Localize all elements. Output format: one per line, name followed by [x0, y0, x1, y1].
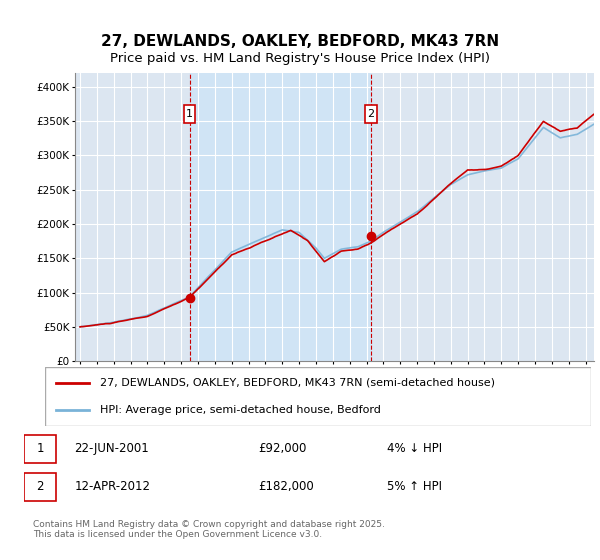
FancyBboxPatch shape — [24, 473, 56, 501]
Text: HPI: Average price, semi-detached house, Bedford: HPI: Average price, semi-detached house,… — [100, 405, 380, 415]
Text: 1: 1 — [186, 109, 193, 119]
Text: 12-APR-2012: 12-APR-2012 — [74, 480, 150, 493]
FancyBboxPatch shape — [45, 367, 591, 426]
Text: 4% ↓ HPI: 4% ↓ HPI — [387, 442, 442, 455]
Text: 5% ↑ HPI: 5% ↑ HPI — [387, 480, 442, 493]
Text: 2: 2 — [37, 480, 44, 493]
Text: Contains HM Land Registry data © Crown copyright and database right 2025.
This d: Contains HM Land Registry data © Crown c… — [33, 520, 385, 539]
Text: 22-JUN-2001: 22-JUN-2001 — [74, 442, 149, 455]
Text: 27, DEWLANDS, OAKLEY, BEDFORD, MK43 7RN (semi-detached house): 27, DEWLANDS, OAKLEY, BEDFORD, MK43 7RN … — [100, 377, 494, 388]
Text: £182,000: £182,000 — [259, 480, 314, 493]
FancyBboxPatch shape — [184, 105, 196, 123]
FancyBboxPatch shape — [24, 435, 56, 463]
Text: 27, DEWLANDS, OAKLEY, BEDFORD, MK43 7RN: 27, DEWLANDS, OAKLEY, BEDFORD, MK43 7RN — [101, 35, 499, 49]
Bar — [190, 73, 371, 361]
Text: Price paid vs. HM Land Registry's House Price Index (HPI): Price paid vs. HM Land Registry's House … — [110, 52, 490, 66]
FancyBboxPatch shape — [365, 105, 377, 123]
Text: £92,000: £92,000 — [259, 442, 307, 455]
Text: 1: 1 — [37, 442, 44, 455]
Text: 2: 2 — [367, 109, 374, 119]
